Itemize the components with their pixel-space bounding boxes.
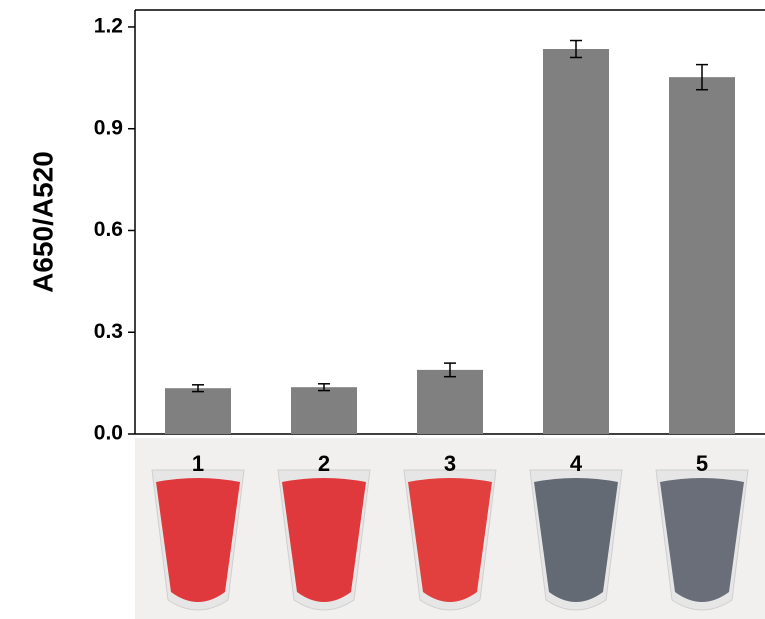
bar <box>291 387 357 434</box>
bar <box>543 49 609 434</box>
y-tick-label: 0.9 <box>94 116 123 139</box>
y-axis-label: A650/A520 <box>27 151 58 293</box>
x-tick-label: 2 <box>318 451 330 476</box>
page: {"chart_data": {"type": "bar", "y_label"… <box>0 0 765 619</box>
x-tick-label: 4 <box>570 451 583 476</box>
y-tick-label: 0.0 <box>94 422 123 445</box>
x-tick-label: 5 <box>696 451 708 476</box>
bar <box>417 370 483 434</box>
bar <box>669 77 735 434</box>
x-tick-label: 3 <box>444 451 456 476</box>
y-tick-label: 0.3 <box>94 320 123 343</box>
bar <box>165 388 231 434</box>
y-tick-label: 1.2 <box>94 15 123 38</box>
x-tick-label: 1 <box>192 451 204 476</box>
y-tick-label: 0.6 <box>94 218 123 241</box>
chart: A650/A520 0.0 0.3 0.6 0.9 1.2 1 2 3 4 5 <box>0 0 765 619</box>
